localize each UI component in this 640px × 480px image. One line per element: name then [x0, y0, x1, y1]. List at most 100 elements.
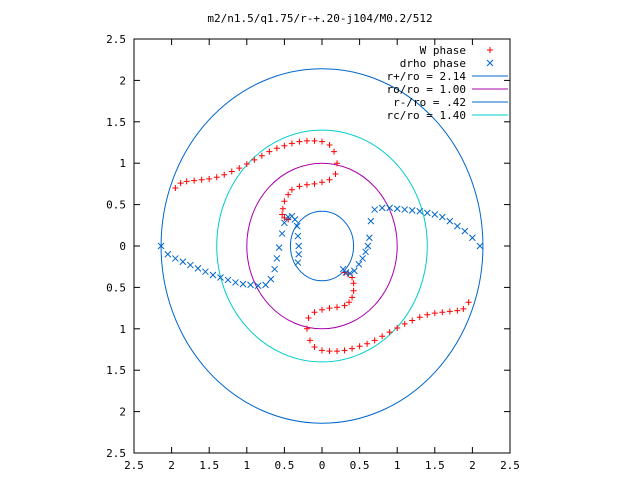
drho-phase-point [294, 232, 302, 240]
drho-phase-point [408, 207, 416, 214]
w-phase-point [183, 178, 190, 185]
w-phase-point [306, 337, 313, 344]
drho-phase-point [291, 216, 299, 223]
w-phase-point [273, 145, 280, 152]
w-phase-point [311, 180, 318, 187]
drho-phase-point [254, 282, 262, 290]
drho-phase-point [401, 206, 409, 213]
w-phase-point [341, 302, 348, 309]
y-tick-label: 2 [119, 74, 126, 87]
axis-ticks: 2.5 2 1.5 1 0.5 0 0.5 1 1.5 2 2.52.521.510.500.511… [106, 33, 520, 472]
drho-phase-point [179, 258, 187, 266]
x-tick-label: 0.5 [274, 459, 294, 472]
w-phase-point [266, 148, 273, 155]
w-phase-point [446, 308, 453, 315]
w-phase-point [326, 348, 333, 355]
w-phase-point [416, 314, 423, 321]
x-tick-label: 2.5 [124, 459, 144, 472]
w-phase-point [198, 176, 205, 183]
drho-phase-point [294, 259, 302, 266]
w-phase-point [424, 311, 431, 318]
reference-circle [246, 162, 398, 330]
drho-phase-point [232, 279, 239, 286]
drho-phase-point [217, 274, 224, 281]
x-tick-label: 2.5 [500, 459, 520, 472]
drho-phase-point [469, 234, 476, 242]
drho-phase-point [187, 261, 194, 269]
w-phase-point [228, 168, 235, 175]
w-phase-point [334, 160, 341, 167]
w-phase-point [349, 345, 356, 352]
drho-phase-point [454, 222, 461, 230]
w-phase-point [350, 287, 357, 294]
drho-phase-point [239, 280, 247, 288]
y-tick-label: 2 [119, 406, 126, 419]
w-phase-point [279, 211, 286, 218]
w-phase-point [281, 214, 288, 221]
drho-phase-point [224, 276, 232, 284]
w-phase-point [206, 175, 213, 182]
drho-phase-point [393, 205, 401, 213]
legend-label: W phase [420, 44, 466, 57]
legend-label: drho phase [400, 57, 466, 70]
w-phase-point [281, 198, 288, 205]
x-tick-label: 0 [319, 459, 326, 472]
w-phase-point [319, 347, 325, 354]
w-phase-point [303, 137, 310, 144]
drho-phase-point [339, 265, 347, 273]
w-phase-point [439, 309, 446, 316]
drho-phase-point [446, 217, 454, 225]
drho-phase-point [350, 267, 358, 275]
w-phase-point [311, 309, 318, 316]
drho-phase-point [202, 268, 209, 276]
drho-phase-point [362, 248, 369, 256]
legend-marker [486, 59, 494, 67]
w-phase-point [243, 161, 250, 168]
w-phase-point [319, 138, 325, 145]
drho-phase-point [438, 213, 446, 221]
drho-phase-point [366, 234, 373, 242]
w-phase-point [303, 181, 310, 188]
drho-phase-point [476, 242, 484, 250]
w-phase-point [288, 140, 295, 147]
w-phase-point [319, 179, 325, 186]
x-tick-label: 2 [168, 459, 175, 472]
w-phase-point [409, 317, 416, 324]
w-phase-point [319, 306, 325, 313]
w-phase-point [177, 180, 184, 187]
drho-phase-point [295, 250, 303, 258]
drho-phase-point [275, 244, 283, 252]
w-phase-point [431, 310, 438, 317]
drho-phase-point [293, 222, 301, 230]
drho-phase-point [355, 260, 363, 268]
drho-phase-point [378, 204, 386, 212]
drho-phase-point [423, 209, 431, 217]
x-tick-label: 1.5 [425, 459, 445, 472]
w-phase-point [251, 156, 258, 163]
y-tick-label: 1 [119, 323, 126, 336]
legend-label: rc/ro = 1.40 [387, 109, 466, 122]
w-phase-point [258, 152, 265, 159]
w-phase-point [288, 186, 295, 193]
w-phase-point [172, 185, 179, 192]
w-phase-point [350, 280, 357, 287]
w-phase-point [394, 324, 401, 331]
x-tick-label: 1.5 [199, 459, 219, 472]
y-tick-label: 0 [119, 240, 126, 253]
y-tick-label: 2.5 [106, 447, 126, 460]
drho-phase-point [431, 211, 439, 218]
w-phase-point [356, 343, 363, 350]
w-phase-point [326, 305, 333, 312]
w-phase-point [281, 142, 288, 149]
x-tick-label: 1 [394, 459, 401, 472]
drho-phase-point [367, 217, 375, 225]
legend-label: r+/ro = 2.14 [387, 70, 467, 83]
w-phase-point [303, 325, 310, 332]
x-tick-label: 0.5 [350, 459, 370, 472]
w-phase-point [326, 176, 333, 183]
reference-circle [216, 129, 428, 363]
drho-phase-point [364, 242, 372, 250]
w-phase-point [279, 205, 286, 212]
w-phase-point [349, 294, 356, 301]
